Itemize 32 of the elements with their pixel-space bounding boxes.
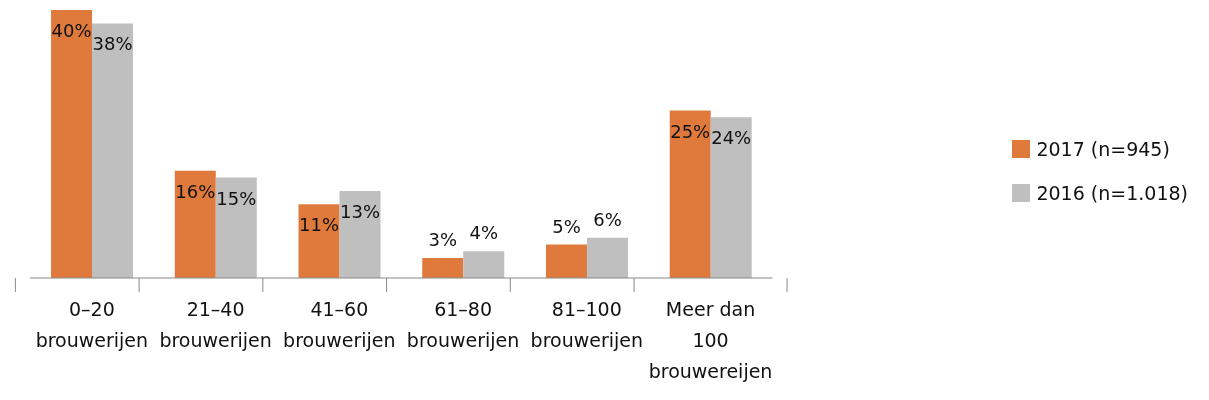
bar: [339, 190, 381, 278]
data-label: 5%: [552, 215, 581, 237]
data-label: 15%: [216, 187, 257, 209]
bar: [586, 237, 628, 278]
bar: [51, 10, 93, 278]
bar: [463, 251, 505, 278]
data-label: 13%: [340, 200, 381, 222]
data-label: 6%: [593, 208, 622, 230]
x-tick-label: Meer dan 100 brouwereijen: [648, 298, 773, 382]
bar: [422, 257, 464, 278]
bar: [298, 204, 340, 278]
bar: [669, 110, 711, 278]
data-label: 16%: [175, 180, 216, 202]
bar: [92, 23, 134, 278]
data-label: 11%: [299, 214, 340, 236]
legend-label: 2017 (n=945): [1036, 138, 1170, 160]
x-tick-label: 0–20 brouwerijen: [35, 298, 149, 351]
legend-label: 2016 (n=1.018): [1036, 182, 1188, 204]
bar: [215, 177, 257, 278]
x-tick-label: 41–60 brouwerijen: [283, 298, 396, 351]
data-label: 38%: [92, 33, 133, 55]
data-label: 4%: [469, 222, 499, 244]
bar: [174, 170, 216, 278]
data-label: 25%: [670, 120, 711, 142]
x-tick-label: 81–100 brouwerijen: [530, 298, 644, 351]
x-tick-label: 21–40 brouwerijen: [159, 298, 272, 351]
x-tick-label: 61–80 brouwerijen: [406, 298, 520, 351]
data-label: 3%: [428, 228, 458, 250]
data-label: 40%: [51, 20, 92, 41]
data-label: 24%: [711, 127, 752, 149]
bar: [545, 244, 587, 278]
bar: [710, 117, 752, 278]
